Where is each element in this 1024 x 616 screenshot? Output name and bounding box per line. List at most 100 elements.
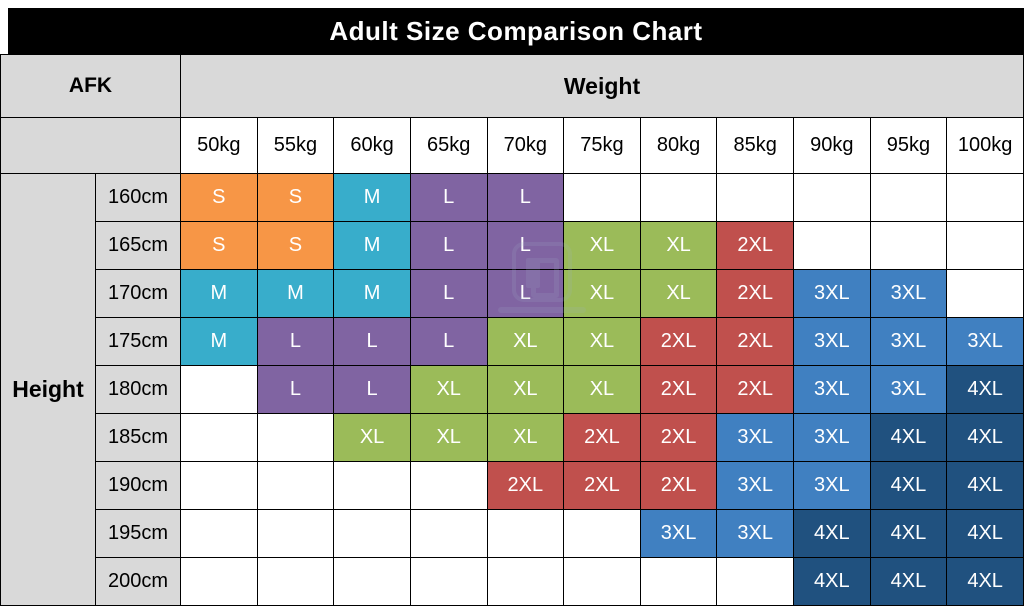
weight-header-95kg: 95kg <box>869 117 948 174</box>
cell-200cm-70kg-empty <box>486 557 565 606</box>
height-header-170cm: 170cm <box>94 269 182 318</box>
cell-175cm-80kg-2XL: 2XL <box>639 317 718 366</box>
cell-185cm-75kg-2XL: 2XL <box>563 413 641 462</box>
cell-190cm-55kg-empty <box>256 461 335 510</box>
height-row-165cm: 165cm S S M L L XL XL 2XL <box>1 221 1024 270</box>
height-header-180cm: 180cm <box>94 365 182 414</box>
height-row-185cm: 185cm XL XL XL 2XL 2XL 3XL 3XL 4XL 4XL <box>1 413 1024 462</box>
height-row-195cm: 195cm 3XL 3XL 4XL 4XL 4XL <box>1 509 1024 558</box>
chart-title: Adult Size Comparison Chart <box>8 8 1024 54</box>
weight-header-70kg: 70kg <box>486 117 565 174</box>
cell-195cm-70kg-empty <box>486 509 565 558</box>
cell-195cm-95kg-4XL: 4XL <box>869 509 948 558</box>
weight-header-85kg: 85kg <box>716 117 795 174</box>
weight-header-80kg: 80kg <box>639 117 718 174</box>
cell-160cm-70kg-L: L <box>486 173 565 222</box>
cell-165cm-70kg-L: L <box>486 221 565 270</box>
cell-170cm-80kg-XL: XL <box>639 269 718 318</box>
cell-180cm-55kg-L: L <box>256 365 335 414</box>
weight-axis-label: Weight <box>180 54 1024 118</box>
cell-180cm-50kg-empty <box>180 365 258 414</box>
cell-190cm-70kg-2XL: 2XL <box>486 461 565 510</box>
height-row-190cm: 190cm 2XL 2XL 2XL 3XL 3XL 4XL 4XL <box>1 461 1024 510</box>
cell-160cm-80kg-empty <box>639 173 718 222</box>
cell-195cm-50kg-empty <box>180 509 258 558</box>
cell-160cm-100kg-empty <box>946 173 1024 222</box>
cell-190cm-100kg-4XL: 4XL <box>946 461 1024 510</box>
cell-170cm-70kg-L: L <box>486 269 565 318</box>
weight-header-100kg: 100kg <box>946 117 1024 174</box>
cell-180cm-60kg-L: L <box>333 365 411 414</box>
cell-190cm-85kg-3XL: 3XL <box>716 461 795 510</box>
cell-160cm-75kg-empty <box>563 173 641 222</box>
cell-160cm-60kg-M: M <box>333 173 411 222</box>
weight-header-90kg: 90kg <box>793 117 871 174</box>
cell-175cm-60kg-L: L <box>333 317 411 366</box>
height-header-165cm: 165cm <box>94 221 182 270</box>
height-row-160cm: Height 160cm S S M L L <box>0 173 1024 606</box>
cell-195cm-55kg-empty <box>256 509 335 558</box>
height-row-180cm: 180cm L L XL XL XL 2XL 2XL 3XL 3XL 4XL <box>1 365 1024 414</box>
cell-170cm-75kg-XL: XL <box>563 269 641 318</box>
cell-200cm-50kg-empty <box>180 557 258 606</box>
cell-200cm-60kg-empty <box>333 557 411 606</box>
cell-200cm-100kg-4XL: 4XL <box>946 557 1024 606</box>
cell-180cm-85kg-2XL: 2XL <box>716 365 795 414</box>
cell-190cm-75kg-2XL: 2XL <box>563 461 641 510</box>
cell-175cm-50kg-M: M <box>180 317 258 366</box>
cell-160cm-65kg-L: L <box>409 173 488 222</box>
cell-165cm-65kg-L: L <box>409 221 488 270</box>
cell-200cm-90kg-4XL: 4XL <box>793 557 871 606</box>
weight-header-65kg: 65kg <box>409 117 488 174</box>
cell-170cm-95kg-3XL: 3XL <box>869 269 948 318</box>
height-header-160cm: 160cm <box>94 173 182 222</box>
cell-195cm-65kg-empty <box>409 509 488 558</box>
height-header-195cm: 195cm <box>94 509 182 558</box>
cell-185cm-65kg-XL: XL <box>409 413 488 462</box>
cell-175cm-70kg-XL: XL <box>486 317 565 366</box>
cell-165cm-90kg-empty <box>793 221 871 270</box>
cell-190cm-65kg-empty <box>409 461 488 510</box>
corner-label: AFK <box>0 54 182 118</box>
cell-175cm-65kg-L: L <box>409 317 488 366</box>
cell-200cm-80kg-empty <box>639 557 718 606</box>
size-grid-body: Height 160cm S S M L L 165cm S S M L L XL XL 2XL 170cm M M… <box>0 173 1024 606</box>
height-row-200cm: 200cm 4XL 4XL 4XL <box>1 557 1024 606</box>
cell-190cm-80kg-2XL: 2XL <box>639 461 718 510</box>
cell-165cm-60kg-M: M <box>333 221 411 270</box>
cell-170cm-50kg-M: M <box>180 269 258 318</box>
height-row-175cm: 175cm M L L L XL XL 2XL 2XL 3XL 3XL 3XL <box>1 317 1024 366</box>
cell-165cm-55kg-S: S <box>256 221 335 270</box>
height-header-175cm: 175cm <box>94 317 182 366</box>
cell-160cm-85kg-empty <box>716 173 795 222</box>
cell-190cm-50kg-empty <box>180 461 258 510</box>
height-header-200cm: 200cm <box>94 557 182 606</box>
height-row-170cm: 170cm M M M L L XL XL 2XL 3XL 3XL <box>1 269 1024 318</box>
cell-180cm-65kg-XL: XL <box>409 365 488 414</box>
cell-170cm-90kg-3XL: 3XL <box>793 269 871 318</box>
cell-165cm-80kg-XL: XL <box>639 221 718 270</box>
cell-175cm-100kg-3XL: 3XL <box>946 317 1024 366</box>
cell-195cm-90kg-4XL: 4XL <box>793 509 871 558</box>
cell-185cm-60kg-XL: XL <box>333 413 411 462</box>
cell-160cm-95kg-empty <box>869 173 948 222</box>
weight-header-60kg: 60kg <box>333 117 411 174</box>
cell-180cm-95kg-3XL: 3XL <box>869 365 948 414</box>
cell-165cm-100kg-empty <box>946 221 1024 270</box>
cell-160cm-50kg-S: S <box>180 173 258 222</box>
cell-185cm-90kg-3XL: 3XL <box>793 413 871 462</box>
cell-165cm-50kg-S: S <box>180 221 258 270</box>
cell-170cm-55kg-M: M <box>256 269 335 318</box>
cell-185cm-55kg-empty <box>256 413 335 462</box>
size-comparison-table: AFK Weight 50kg 55kg 60kg 65kg 70kg 75kg 80kg 8… <box>0 54 1024 606</box>
cell-190cm-95kg-4XL: 4XL <box>869 461 948 510</box>
weight-header-50kg: 50kg <box>180 117 258 174</box>
cell-185cm-85kg-3XL: 3XL <box>716 413 795 462</box>
cell-190cm-90kg-3XL: 3XL <box>793 461 871 510</box>
axis-label-row: AFK Weight <box>0 54 1024 118</box>
cell-170cm-60kg-M: M <box>333 269 411 318</box>
cell-180cm-75kg-XL: XL <box>563 365 641 414</box>
cell-200cm-65kg-empty <box>409 557 488 606</box>
cell-195cm-85kg-3XL: 3XL <box>716 509 795 558</box>
corner-blank-cell <box>0 117 182 174</box>
